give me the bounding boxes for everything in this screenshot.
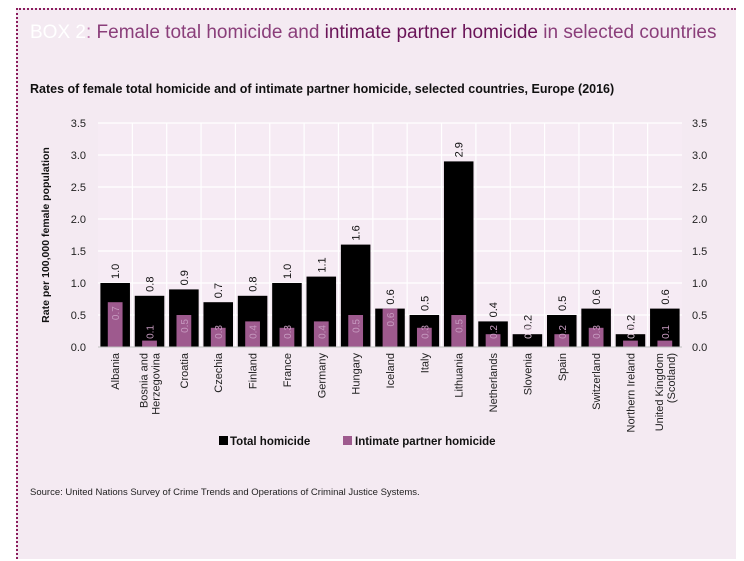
data-label-total: 0.8	[248, 277, 260, 292]
x-tick-label: Bosnia andHerzegovina	[139, 352, 163, 415]
data-label-intimate: 0.3	[420, 325, 431, 339]
box-colon: :	[85, 22, 92, 43]
x-tick-label: Iceland	[385, 353, 397, 388]
box-label: BOX 2	[30, 22, 86, 43]
bar-intimate-partner	[313, 321, 329, 347]
y-tick-label-left: 0.0	[71, 342, 86, 354]
y-tick-label-left: 2.5	[71, 182, 86, 194]
x-tick-label: Slovenia	[522, 352, 534, 395]
bar-intimate-partner	[623, 340, 638, 347]
bar-intimate-partner	[451, 315, 467, 347]
x-tick-label: Northern Ireland	[625, 353, 637, 433]
bar-intimate-partner	[107, 302, 123, 347]
y-tick-label-right: 2.0	[692, 214, 707, 226]
x-tick-label: Croatia	[179, 352, 191, 388]
bar-total-homicide	[134, 295, 165, 347]
y-tick-label-left: 2.0	[71, 214, 86, 226]
y-tick-label-left: 0.5	[71, 310, 86, 322]
data-label-total: 0.6	[660, 289, 672, 304]
y-tick-label-right: 3.5	[692, 118, 707, 130]
data-label-total: 2.9	[454, 142, 466, 157]
x-tick-label: Albania	[110, 352, 122, 390]
source-note: Source: United Nations Survey of Crime T…	[30, 487, 420, 498]
box-title-emph: intimate partner homicide	[324, 22, 538, 43]
y-tick-label-right: 1.0	[692, 278, 707, 290]
x-tick-label: Lithuania	[454, 352, 466, 398]
data-label-total: 0.8	[145, 277, 157, 292]
data-label-intimate: 0.4	[249, 325, 260, 339]
data-label-total: 1.0	[282, 264, 294, 279]
y-tick-label-left: 3.0	[71, 150, 86, 162]
bar-intimate-partner	[210, 327, 226, 347]
bar-intimate-partner	[245, 321, 260, 347]
box-title-part1: Female total homicide and	[91, 22, 325, 43]
x-tick-label: Switzerland	[591, 353, 603, 410]
y-tick-label-left: 1.0	[71, 278, 86, 290]
data-label-total: 1.6	[351, 225, 363, 240]
data-label-intimate: 0.6	[386, 312, 397, 326]
y-tick-label-left: 3.5	[71, 118, 86, 130]
bar-intimate-partner	[382, 308, 398, 347]
bar-intimate-partner	[142, 340, 157, 347]
data-label-total: 0.6	[591, 289, 603, 304]
box-heading: BOX 2: Female total homicide and intimat…	[30, 22, 720, 44]
data-label-intimate: 0.5	[455, 319, 466, 333]
data-label-intimate: 0.5	[180, 319, 191, 333]
legend-swatch-total	[219, 436, 228, 445]
data-label-total: 0.7	[213, 283, 225, 298]
y-tick-label-right: 0.5	[692, 310, 707, 322]
data-label-total: 0.9	[179, 270, 191, 285]
y-tick-label-right: 3.0	[692, 150, 707, 162]
x-tick-label: United Kingdom(Scotland)	[654, 353, 678, 431]
data-label-total: 0.5	[419, 296, 431, 311]
data-label-total: 0.2	[625, 315, 637, 330]
box-title-part2: in selected countries	[538, 22, 717, 43]
data-label-total: 0.4	[488, 302, 500, 317]
x-tick-label: Netherlands	[488, 353, 500, 413]
legend-label-total: Total homicide	[230, 436, 310, 448]
x-tick-label: Czechia	[213, 352, 225, 393]
data-label-intimate: 0.3	[592, 325, 603, 339]
x-tick-label: Hungary	[351, 353, 363, 395]
data-label-total: 0.6	[385, 289, 397, 304]
data-label-total: 0.5	[557, 296, 569, 311]
bar-intimate-partner	[554, 334, 570, 347]
data-label-intimate: 0.5	[352, 319, 363, 333]
y-tick-label-right: 1.5	[692, 246, 707, 258]
data-label-intimate: 0.0	[523, 325, 534, 339]
data-label-total: 1.0	[110, 264, 122, 279]
y-tick-label-right: 0.0	[692, 342, 707, 354]
y-axis-title: Rate per 100,000 female population	[40, 147, 52, 323]
bar-intimate-partner	[657, 340, 673, 347]
data-label-intimate: 0.1	[661, 325, 672, 339]
x-tick-label: Finland	[248, 353, 260, 389]
legend-swatch-intimate	[343, 436, 352, 445]
x-tick-label: France	[282, 353, 294, 387]
bar-intimate-partner	[416, 327, 432, 347]
bar-intimate-partner	[588, 327, 604, 347]
data-label-intimate: 0.2	[558, 325, 569, 339]
data-label-intimate: 0.2	[489, 325, 500, 339]
x-tick-label: Italy	[419, 353, 431, 374]
data-label-intimate: 0.3	[214, 325, 225, 339]
bar-total-homicide	[512, 334, 543, 347]
legend-label-intimate: Intimate partner homicide	[355, 436, 496, 448]
data-label-intimate: 0.4	[317, 325, 328, 339]
data-label-intimate: 0.3	[283, 325, 294, 339]
data-label-total: 1.1	[316, 257, 328, 272]
y-tick-label-right: 2.5	[692, 182, 707, 194]
data-label-intimate: 0.1	[146, 325, 157, 339]
data-label-total: 0.2	[522, 315, 534, 330]
bar-intimate-partner	[176, 315, 192, 347]
bar-intimate-partner	[485, 334, 501, 347]
chart-title: Rates of female total homicide and of in…	[30, 82, 615, 96]
y-tick-label-left: 1.5	[71, 246, 86, 258]
data-label-intimate: 0.1	[626, 325, 637, 339]
bar-intimate-partner	[348, 315, 364, 347]
x-tick-label: Spain	[557, 353, 569, 381]
x-tick-label: Germany	[316, 353, 328, 399]
data-label-intimate: 0.7	[111, 306, 122, 320]
bar-intimate-partner	[279, 327, 295, 347]
